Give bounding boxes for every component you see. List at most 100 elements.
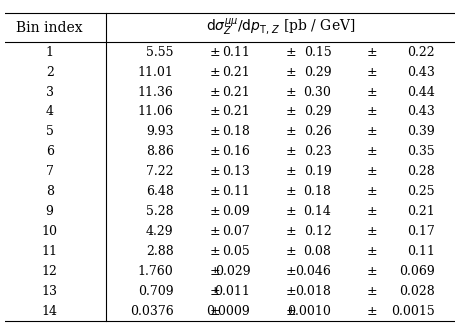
Text: 0.046: 0.046 [295, 265, 330, 278]
Text: 0.07: 0.07 [222, 225, 250, 238]
Text: 0.17: 0.17 [407, 225, 434, 238]
Text: 0.18: 0.18 [303, 185, 330, 198]
Text: 0.13: 0.13 [222, 165, 250, 178]
Text: 1: 1 [45, 46, 54, 59]
Text: 13: 13 [42, 285, 57, 298]
Text: 0.709: 0.709 [138, 285, 173, 298]
Text: 5.28: 5.28 [146, 205, 173, 218]
Text: 0.19: 0.19 [303, 165, 330, 178]
Text: 11.01: 11.01 [138, 66, 173, 79]
Text: $\pm$: $\pm$ [208, 285, 219, 298]
Text: 0.028: 0.028 [398, 285, 434, 298]
Text: 0.09: 0.09 [222, 205, 250, 218]
Text: 11: 11 [42, 245, 57, 258]
Text: 6.48: 6.48 [146, 185, 173, 198]
Text: 4: 4 [45, 106, 54, 118]
Text: 7.22: 7.22 [146, 165, 173, 178]
Text: 0.26: 0.26 [303, 125, 330, 138]
Text: $\pm$: $\pm$ [208, 125, 219, 138]
Text: 8.86: 8.86 [146, 145, 173, 158]
Text: $\pm$: $\pm$ [365, 285, 377, 298]
Text: $\pm$: $\pm$ [208, 265, 219, 278]
Text: $\pm$: $\pm$ [285, 66, 296, 79]
Text: $\pm$: $\pm$ [208, 245, 219, 258]
Text: $\pm$: $\pm$ [285, 285, 296, 298]
Text: 0.21: 0.21 [222, 66, 250, 79]
Text: 0.16: 0.16 [222, 145, 250, 158]
Text: $\pm$: $\pm$ [285, 305, 296, 318]
Text: $\pm$: $\pm$ [365, 66, 377, 79]
Text: 6: 6 [45, 145, 54, 158]
Text: 0.44: 0.44 [406, 85, 434, 99]
Text: 0.11: 0.11 [222, 46, 250, 59]
Text: 0.0010: 0.0010 [287, 305, 330, 318]
Text: 0.35: 0.35 [407, 145, 434, 158]
Text: $\pm$: $\pm$ [365, 125, 377, 138]
Text: 0.43: 0.43 [406, 106, 434, 118]
Text: 0.21: 0.21 [222, 85, 250, 99]
Text: $\pm$: $\pm$ [208, 145, 219, 158]
Text: $\pm$: $\pm$ [365, 265, 377, 278]
Text: 0.05: 0.05 [222, 245, 250, 258]
Text: $\pm$: $\pm$ [285, 145, 296, 158]
Text: $\pm$: $\pm$ [208, 46, 219, 59]
Text: 0.25: 0.25 [407, 185, 434, 198]
Text: 0.29: 0.29 [303, 106, 330, 118]
Text: $\pm$: $\pm$ [365, 145, 377, 158]
Text: $\pm$: $\pm$ [208, 205, 219, 218]
Text: 7: 7 [45, 165, 54, 178]
Text: 5.55: 5.55 [146, 46, 173, 59]
Text: 0.14: 0.14 [303, 205, 330, 218]
Text: 0.29: 0.29 [303, 66, 330, 79]
Text: 0.08: 0.08 [303, 245, 330, 258]
Text: 0.011: 0.011 [214, 285, 250, 298]
Text: $\pm$: $\pm$ [365, 85, 377, 99]
Text: 0.11: 0.11 [222, 185, 250, 198]
Text: 0.18: 0.18 [222, 125, 250, 138]
Text: $\pm$: $\pm$ [285, 225, 296, 238]
Text: $\pm$: $\pm$ [208, 305, 219, 318]
Text: 1.760: 1.760 [138, 265, 173, 278]
Text: 0.11: 0.11 [406, 245, 434, 258]
Text: 0.15: 0.15 [303, 46, 330, 59]
Text: $\pm$: $\pm$ [285, 125, 296, 138]
Text: $\pm$: $\pm$ [285, 245, 296, 258]
Text: $\mathrm{d}\sigma_Z^{\mu\mu}/\mathrm{d}p_{\mathrm{T},\,Z}$ [pb / GeV]: $\mathrm{d}\sigma_Z^{\mu\mu}/\mathrm{d}p… [206, 17, 355, 38]
Text: $\pm$: $\pm$ [285, 205, 296, 218]
Text: $\pm$: $\pm$ [285, 46, 296, 59]
Text: 0.23: 0.23 [303, 145, 330, 158]
Text: 0.0376: 0.0376 [129, 305, 173, 318]
Text: 0.28: 0.28 [407, 165, 434, 178]
Text: $\pm$: $\pm$ [365, 225, 377, 238]
Text: $\pm$: $\pm$ [365, 106, 377, 118]
Text: 10: 10 [42, 225, 57, 238]
Text: 0.43: 0.43 [406, 66, 434, 79]
Text: 0.22: 0.22 [407, 46, 434, 59]
Text: 12: 12 [42, 265, 57, 278]
Text: $\pm$: $\pm$ [285, 106, 296, 118]
Text: $\pm$: $\pm$ [365, 245, 377, 258]
Text: $\pm$: $\pm$ [365, 205, 377, 218]
Text: $\pm$: $\pm$ [208, 165, 219, 178]
Text: 5: 5 [45, 125, 54, 138]
Text: $\pm$: $\pm$ [285, 165, 296, 178]
Text: 0.029: 0.029 [214, 265, 250, 278]
Text: 9.93: 9.93 [146, 125, 173, 138]
Text: 11.36: 11.36 [138, 85, 173, 99]
Text: 8: 8 [45, 185, 54, 198]
Text: $\pm$: $\pm$ [365, 185, 377, 198]
Text: 9: 9 [45, 205, 54, 218]
Text: $\pm$: $\pm$ [208, 106, 219, 118]
Text: $\pm$: $\pm$ [285, 185, 296, 198]
Text: 0.12: 0.12 [303, 225, 330, 238]
Text: $\pm$: $\pm$ [208, 185, 219, 198]
Text: $\pm$: $\pm$ [208, 225, 219, 238]
Text: $\pm$: $\pm$ [365, 46, 377, 59]
Text: 2: 2 [45, 66, 54, 79]
Text: $\pm$: $\pm$ [208, 85, 219, 99]
Text: 0.39: 0.39 [407, 125, 434, 138]
Text: 0.30: 0.30 [303, 85, 330, 99]
Text: $\pm$: $\pm$ [365, 165, 377, 178]
Text: 4.29: 4.29 [146, 225, 173, 238]
Text: 0.018: 0.018 [295, 285, 330, 298]
